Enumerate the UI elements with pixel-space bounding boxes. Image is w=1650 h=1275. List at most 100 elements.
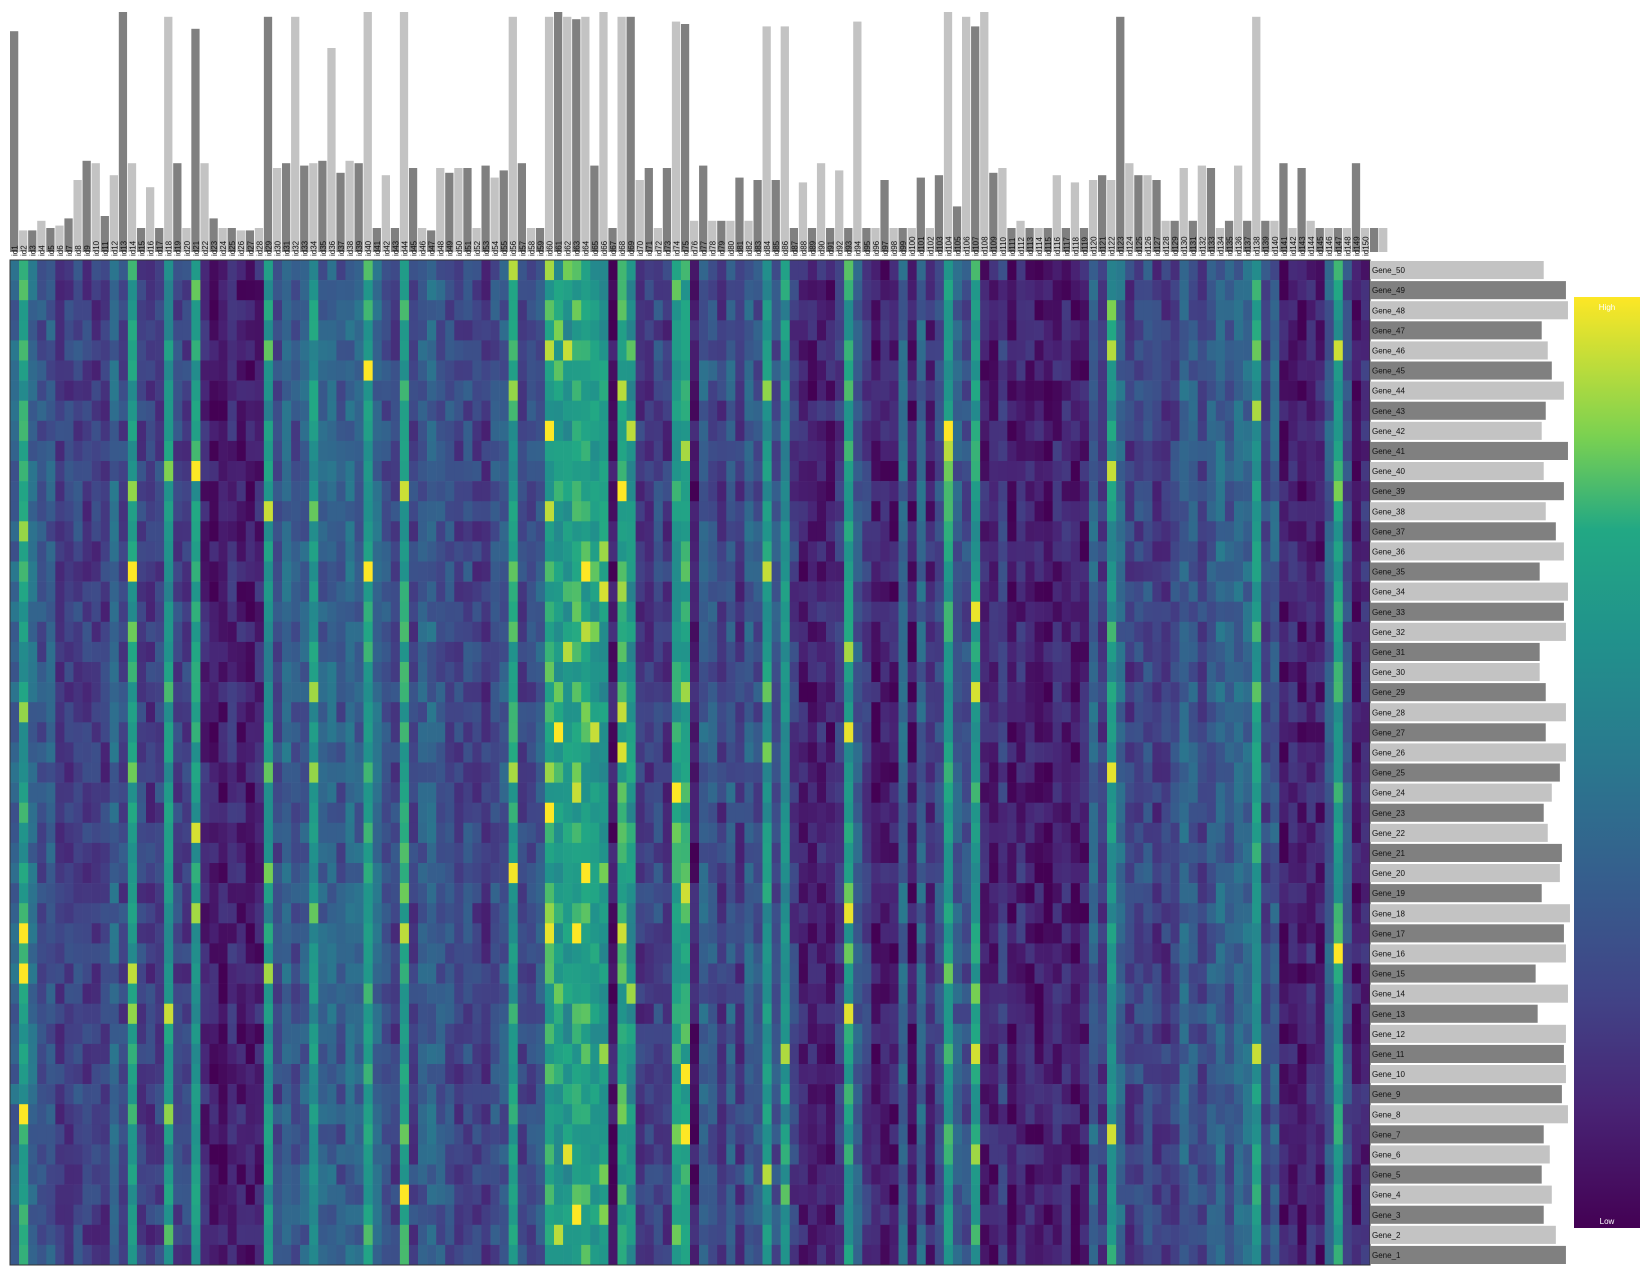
heatmap-cell	[408, 1084, 419, 1105]
heatmap-cell	[544, 762, 555, 783]
heatmap-cell	[599, 963, 609, 984]
heatmap-cell	[10, 1144, 20, 1165]
heatmap-cell	[789, 762, 800, 783]
heatmap-cell	[300, 1064, 310, 1085]
heatmap-cell	[680, 1104, 691, 1125]
heatmap-cell	[581, 340, 591, 361]
heatmap-cell	[327, 903, 337, 924]
heatmap-cell	[844, 923, 854, 944]
heatmap-cell	[182, 280, 192, 301]
heatmap-cell	[771, 842, 781, 864]
heatmap-cell	[445, 822, 455, 844]
heatmap-cell	[427, 1244, 437, 1266]
heatmap-cell	[653, 360, 664, 381]
heatmap-cell	[236, 320, 247, 341]
heatmap-cell	[245, 863, 256, 884]
heatmap-cell	[807, 963, 818, 984]
heatmap-cell	[454, 440, 464, 462]
heatmap-cell	[227, 762, 237, 783]
column-label: id103	[935, 236, 944, 256]
heatmap-cell	[662, 1164, 673, 1185]
heatmap-cell	[427, 682, 437, 703]
heatmap-cell	[744, 461, 754, 482]
heatmap-cell	[690, 943, 700, 964]
heatmap-cell	[554, 1043, 564, 1065]
column-bar-id94	[853, 21, 862, 252]
heatmap-cell	[581, 561, 591, 582]
column-label: id28	[255, 240, 264, 256]
heatmap-cell	[336, 1244, 346, 1266]
heatmap-cell	[499, 1003, 509, 1025]
heatmap-cell	[136, 662, 147, 683]
heatmap-cell	[599, 380, 609, 401]
heatmap-cell	[445, 682, 455, 703]
heatmap-cell	[680, 1184, 691, 1205]
heatmap-cell	[381, 923, 392, 944]
heatmap-cell	[490, 742, 500, 763]
heatmap-cell	[481, 380, 491, 401]
heatmap-cell	[236, 360, 247, 381]
heatmap-cell	[744, 481, 754, 502]
heatmap-cell	[445, 400, 455, 422]
heatmap-cell	[699, 601, 709, 623]
heatmap-cell	[155, 1064, 165, 1085]
heatmap-cell	[73, 280, 83, 301]
heatmap-cell	[381, 682, 392, 703]
heatmap-cell	[91, 641, 101, 663]
heatmap-cell	[653, 822, 664, 844]
heatmap-cell	[381, 1043, 392, 1065]
heatmap-cell	[526, 420, 537, 442]
heatmap-cell	[28, 1144, 38, 1165]
heatmap-cell	[64, 1164, 74, 1185]
heatmap-cell	[245, 440, 256, 462]
heatmap-cell	[146, 1204, 156, 1226]
heatmap-cell	[372, 842, 383, 864]
heatmap-cell	[744, 400, 754, 422]
heatmap-cell	[617, 1084, 627, 1105]
heatmap-cell	[454, 883, 464, 904]
heatmap-cell	[118, 802, 129, 824]
heatmap-cell	[490, 702, 500, 723]
heatmap-cell	[481, 822, 491, 844]
heatmap-cell	[662, 360, 673, 381]
heatmap-cell	[82, 863, 92, 884]
heatmap-cell	[182, 842, 192, 864]
heatmap-cell	[508, 400, 519, 422]
heatmap-cell	[436, 1184, 446, 1205]
heatmap-cell	[844, 1104, 854, 1125]
heatmap-cell	[146, 1064, 156, 1085]
heatmap-cell	[626, 621, 636, 643]
heatmap-cell	[381, 702, 392, 723]
heatmap-cell	[263, 903, 274, 924]
heatmap-cell	[454, 461, 464, 482]
heatmap-cell	[64, 320, 74, 341]
column-bar-id29	[263, 16, 273, 252]
column-label: id97	[881, 240, 890, 256]
heatmap-cell	[109, 581, 120, 602]
heatmap-cell	[282, 963, 292, 984]
heatmap-cell	[490, 581, 500, 602]
heatmap-cell	[100, 581, 111, 602]
heatmap-cell	[327, 742, 337, 763]
heatmap-cell	[708, 923, 718, 944]
heatmap-cell	[844, 320, 854, 341]
heatmap-cell	[381, 581, 392, 602]
heatmap-cell	[590, 1084, 600, 1105]
column-bar-id11	[100, 216, 109, 252]
heatmap-cell	[463, 1104, 473, 1125]
heatmap-cell	[155, 561, 165, 582]
heatmap-cell	[390, 360, 401, 381]
heatmap-cell	[445, 1003, 455, 1025]
heatmap-cell	[671, 782, 682, 803]
heatmap-cell	[853, 360, 863, 381]
heatmap-cell	[164, 581, 174, 602]
heatmap-cell	[735, 280, 745, 301]
heatmap-cell	[300, 1164, 310, 1185]
heatmap-cell	[671, 842, 682, 864]
column-label: id53	[482, 240, 491, 256]
heatmap-cell	[726, 822, 736, 844]
heatmap-cell	[599, 842, 609, 864]
heatmap-cell	[680, 983, 691, 1004]
column-bar-id5	[46, 228, 55, 252]
heatmap-cell	[390, 802, 401, 824]
